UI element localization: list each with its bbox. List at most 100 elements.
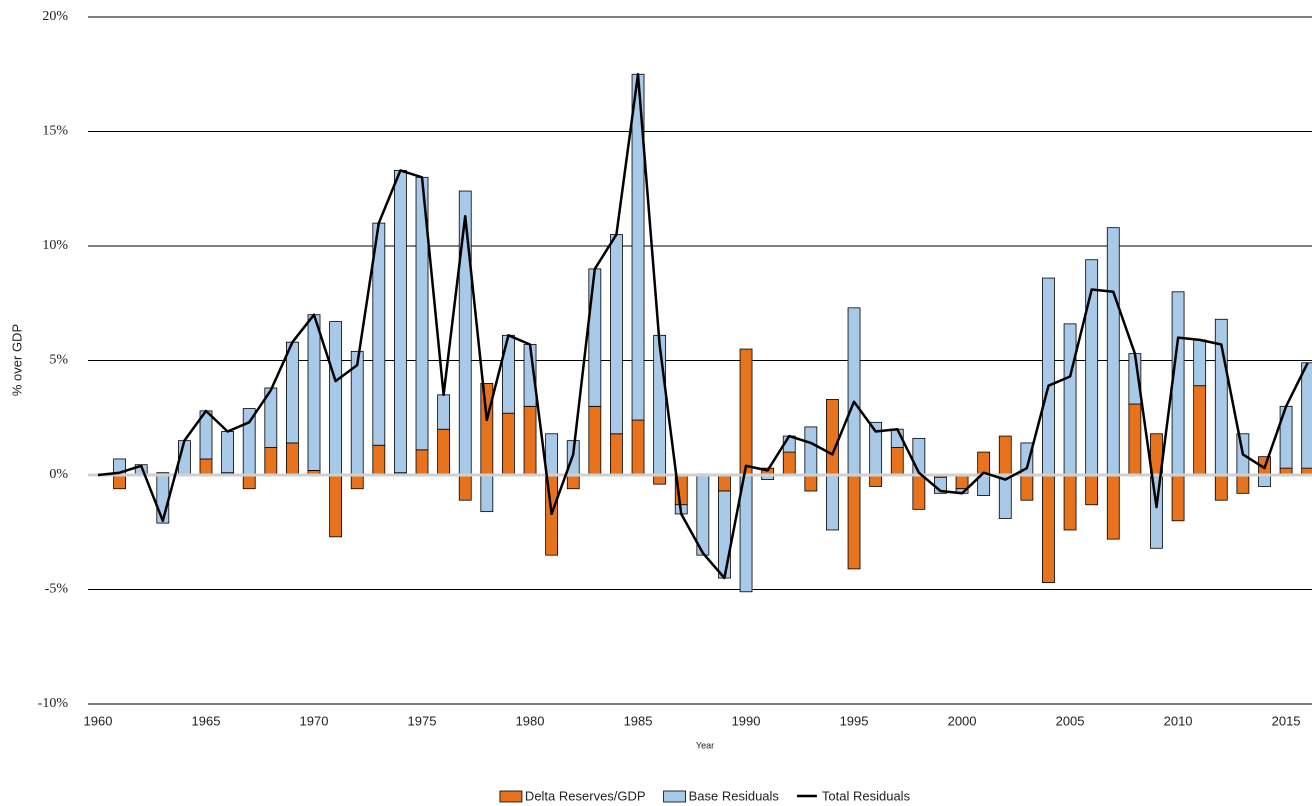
bar (264, 447, 278, 476)
bar (955, 474, 969, 490)
bar (113, 474, 127, 490)
x-tick-label: 1965 (192, 713, 221, 728)
bar (394, 170, 407, 474)
bar (804, 426, 818, 476)
y-tick-label: 0% (49, 467, 68, 482)
x-tick-label: 1995 (840, 713, 869, 728)
bar (523, 405, 537, 476)
x-tick-label: 2005 (1056, 713, 1085, 728)
bar (350, 350, 364, 476)
x-tick-label: 1990 (732, 713, 761, 728)
bar (782, 451, 796, 476)
bar (1063, 474, 1077, 531)
bar (1236, 474, 1250, 494)
bar (869, 474, 883, 487)
bar (329, 321, 343, 476)
bar (1042, 277, 1055, 476)
bar (998, 435, 1012, 476)
bar (804, 474, 818, 492)
y-tick-label: -10% (38, 696, 69, 711)
bar (1193, 385, 1207, 476)
y-tick-label: -5% (45, 582, 69, 597)
bar (588, 268, 602, 407)
legend-item: Base Residuals (663, 788, 780, 803)
bar (1214, 474, 1228, 501)
legend-label: Base Residuals (689, 788, 780, 803)
bar (653, 334, 667, 476)
bar (1085, 474, 1099, 506)
bar (286, 341, 299, 444)
bar (1171, 291, 1185, 476)
x-tick-label: 1985 (624, 713, 653, 728)
overlay (88, 73, 1312, 580)
bar (242, 474, 256, 490)
grid: -10% -5% 0% 5% 10% 15% 20% 1960 1965 1970 1975 1980… (38, 9, 1312, 728)
bar (847, 307, 861, 476)
bar (437, 394, 451, 430)
bar (912, 437, 926, 476)
bar (372, 444, 386, 476)
legend-label: Delta Reserves/GDP (525, 788, 646, 803)
bar (1042, 474, 1055, 584)
bar (1258, 474, 1271, 487)
x-axis-title: Year (696, 740, 714, 750)
bar (1301, 362, 1312, 469)
bar (1193, 339, 1207, 387)
bar (1106, 474, 1120, 540)
x-tick-label: 1975 (408, 713, 437, 728)
x-tick-label: 1980 (516, 713, 545, 728)
bar (329, 474, 343, 538)
legend-swatch (663, 790, 686, 803)
x-tick-label: 1960 (84, 713, 113, 728)
bar (1171, 474, 1185, 522)
legend-item: Delta Reserves/GDP (499, 788, 646, 803)
bars (113, 73, 1312, 593)
y-tick-label: 20% (42, 9, 68, 24)
bar (221, 431, 235, 474)
bar (610, 433, 623, 476)
legend-item: Total Residuals (796, 788, 911, 803)
bar (502, 412, 515, 476)
bar (350, 474, 364, 490)
y-tick-label: 10% (42, 238, 68, 253)
bar (458, 190, 472, 476)
x-tick-label: 1970 (300, 713, 329, 728)
bar (437, 428, 451, 476)
legend-swatch (499, 790, 523, 803)
bar (998, 474, 1012, 519)
x-tick-label: 2010 (1164, 713, 1193, 728)
total-line (97, 73, 1309, 580)
x-tick-label: 2000 (948, 713, 977, 728)
bar (415, 449, 429, 476)
bar (156, 474, 170, 524)
x-tick-label: 2015 (1272, 713, 1301, 728)
bar (199, 458, 213, 476)
bar (890, 447, 904, 476)
bar (739, 348, 753, 476)
bar (847, 474, 861, 570)
bar (1106, 227, 1120, 476)
y-tick-label: 15% (42, 124, 68, 139)
bar (912, 474, 926, 510)
bar (826, 474, 839, 531)
bar (826, 399, 839, 476)
bar (1128, 403, 1142, 476)
bar (610, 234, 623, 435)
legend-label: Total Residuals (822, 788, 911, 803)
legend: Delta Reserves/GDP Base Residuals Total Re… (499, 788, 911, 803)
bar (242, 408, 256, 476)
bar (307, 314, 321, 471)
bar (588, 405, 602, 476)
bar (718, 474, 731, 492)
bar (286, 442, 299, 476)
bar (480, 474, 494, 513)
bar (545, 433, 559, 476)
bar (566, 474, 580, 490)
bar (458, 474, 472, 501)
bar (718, 490, 731, 579)
bar (1020, 474, 1034, 501)
y-tick-label: 5% (49, 353, 68, 368)
bar (631, 419, 645, 476)
bar (1063, 323, 1077, 476)
